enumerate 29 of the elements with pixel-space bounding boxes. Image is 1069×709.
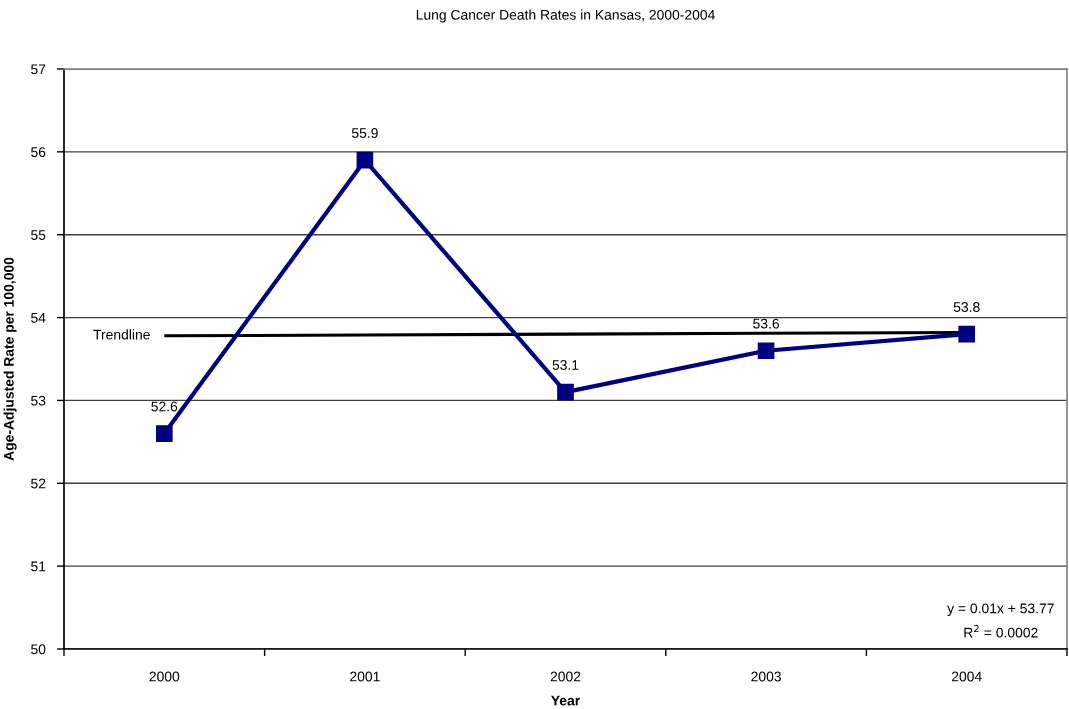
y-tick-label: 51 <box>31 561 46 572</box>
point <box>557 383 574 401</box>
data-label: 53.8 <box>953 302 980 312</box>
y-tick-label: 52 <box>31 478 46 489</box>
point <box>155 425 173 442</box>
x-tick-label: 2003 <box>751 671 781 682</box>
data-label: 53.1 <box>552 360 579 370</box>
x-tick-label: 2002 <box>550 671 581 682</box>
y-tick-label: 55 <box>31 230 46 240</box>
y-axis-title: Age-Adjusted Rate per 100,000 <box>3 257 17 461</box>
point <box>757 342 775 360</box>
x-tick-label: 2004 <box>951 671 982 682</box>
y-tick-label: 54 <box>31 313 46 323</box>
y-tick-label: 57 <box>31 64 46 75</box>
data-label: 53.6 <box>753 318 780 329</box>
x-axis-title: Year <box>551 695 580 706</box>
y-tick-label: 53 <box>31 395 46 406</box>
series-label: Trendline <box>93 329 150 340</box>
x-tick-label: 2001 <box>350 671 380 682</box>
point <box>958 325 976 343</box>
data-label: 55.9 <box>351 128 378 138</box>
y-tick-label: 50 <box>31 644 46 655</box>
x-tick-label: 2000 <box>149 671 180 682</box>
data-label: 52.6 <box>151 401 178 412</box>
point <box>356 151 374 169</box>
y-tick-label: 56 <box>31 147 46 158</box>
annotation: R$^{2}$ = 0.0002 <box>964 624 1038 638</box>
chart-title: Lung Cancer Death Rates in Kansas, 2000-2004 <box>416 9 715 23</box>
annotation: y = 0.01x + 53.77 <box>947 603 1054 617</box>
